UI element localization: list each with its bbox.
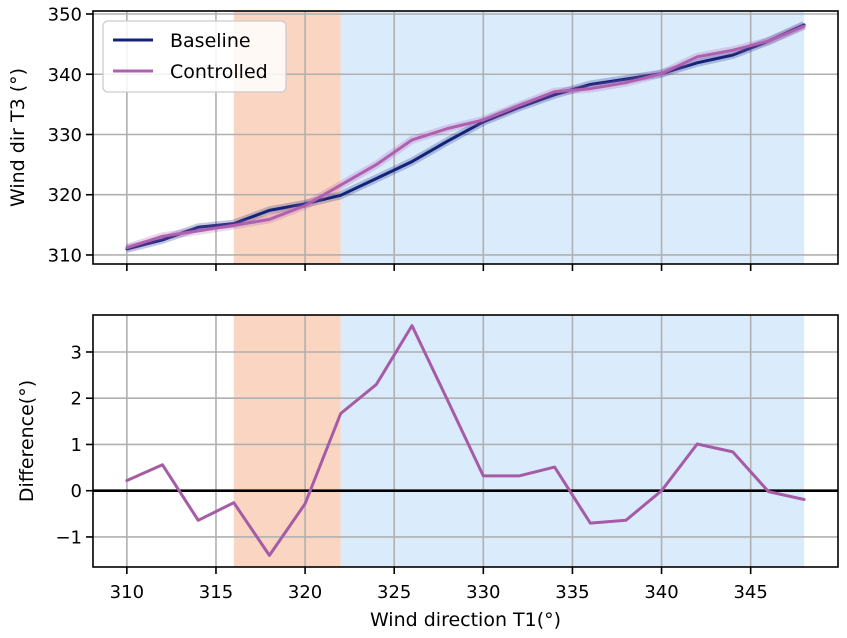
y-tick-label: 3: [71, 342, 82, 363]
y-axis-label: Difference(°): [16, 380, 38, 502]
x-tick-label: 345: [733, 582, 767, 603]
legend: Baseline Controlled: [102, 20, 287, 93]
shaded-region-1: [233, 315, 341, 567]
plot-area: [125, 21, 806, 253]
y-tick-label: 330: [48, 125, 82, 146]
y-tick-label: 1: [71, 435, 82, 456]
x-tick-label: 310: [110, 582, 144, 603]
series-line-controlled: [125, 24, 806, 250]
series-line-baseline: [125, 23, 806, 251]
axes-frame: [92, 10, 839, 265]
axes-frame: [92, 314, 839, 568]
x-tick-label: 315: [199, 582, 233, 603]
y-tick-label: 340: [48, 65, 82, 86]
x-axis-label: Wind direction T1(°): [370, 609, 561, 631]
chart-panel-1: 310 320 330 340 350 Wind dir T3 (°) Baseline Co…: [7, 5, 839, 271]
legend-label: Baseline: [170, 30, 251, 52]
y-tick-label: 0: [71, 481, 82, 502]
y-tick-label: 320: [48, 185, 82, 206]
y-tick-label: 350: [48, 5, 82, 26]
x-tick-label: 340: [644, 582, 678, 603]
chart-panel-2: −1 0 1 2 3 310 315 320 325 330 335 340 345 Difference…: [16, 314, 839, 631]
y-tick-label: −1: [55, 527, 82, 548]
plot-area: [125, 324, 806, 557]
series-line-1: [125, 324, 806, 557]
x-tick-label: 320: [288, 582, 322, 603]
x-tick-label: 335: [555, 582, 589, 603]
x-tick-label: 325: [377, 582, 411, 603]
y-tick-label: 310: [48, 245, 82, 266]
legend-label: Controlled: [170, 61, 268, 83]
y-axis-label: Wind dir T3 (°): [7, 68, 29, 207]
x-tick-label: 330: [466, 582, 500, 603]
y-tick-label: 2: [71, 389, 82, 410]
